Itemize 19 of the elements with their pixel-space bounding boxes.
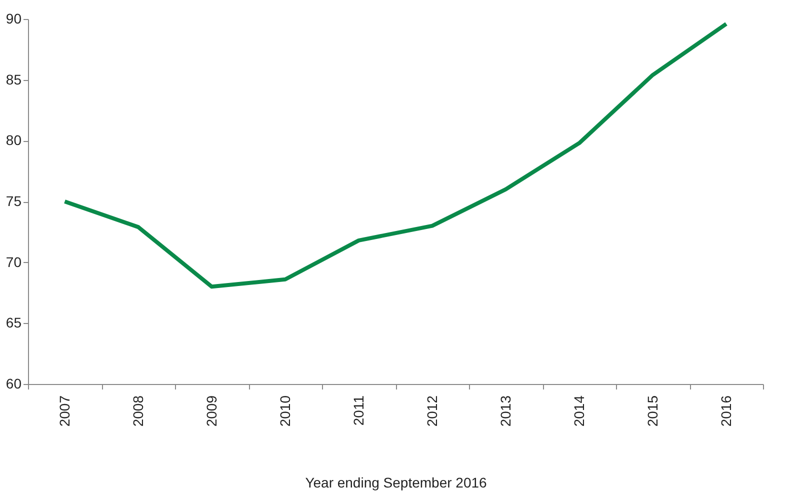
y-tick-label: 90 xyxy=(6,10,22,26)
y-tick-label: 60 xyxy=(6,376,22,392)
y-tick-label: 70 xyxy=(6,254,22,270)
x-tick-label: 2010 xyxy=(276,395,293,427)
x-tick-label: 2011 xyxy=(350,395,366,426)
x-tick-label: 2014 xyxy=(570,395,587,427)
x-tick-label: 2015 xyxy=(644,395,660,427)
y-tick-label: 80 xyxy=(6,132,22,148)
x-tick-label: 2013 xyxy=(497,395,514,427)
x-tick-label: 2009 xyxy=(203,395,220,427)
x-tick-label: 2012 xyxy=(424,395,440,427)
y-tick-label: 75 xyxy=(6,193,22,209)
line-series xyxy=(62,22,728,289)
x-tick-label: 2016 xyxy=(718,395,734,427)
x-tick-label: 2007 xyxy=(56,395,72,427)
x-axis-title: Year ending September 2016 xyxy=(305,474,488,491)
x-tick-label: 2008 xyxy=(130,395,146,427)
y-tick-label: 65 xyxy=(6,314,22,331)
y-tick-label: 85 xyxy=(6,71,22,88)
